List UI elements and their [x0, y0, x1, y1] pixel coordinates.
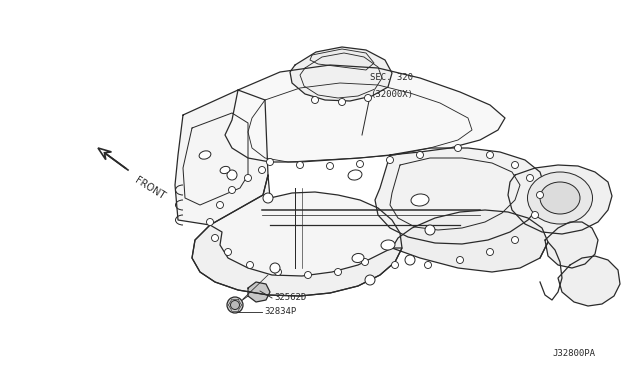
Circle shape — [365, 94, 371, 102]
Circle shape — [263, 193, 273, 203]
Text: J32800PA: J32800PA — [552, 349, 595, 358]
Circle shape — [362, 259, 369, 266]
Circle shape — [365, 275, 375, 285]
Circle shape — [207, 218, 214, 225]
Circle shape — [227, 297, 243, 313]
Circle shape — [244, 174, 252, 182]
Circle shape — [392, 262, 399, 269]
Circle shape — [275, 269, 282, 276]
Polygon shape — [98, 148, 111, 160]
Ellipse shape — [199, 151, 211, 159]
Circle shape — [527, 174, 534, 182]
Polygon shape — [192, 225, 402, 296]
Circle shape — [425, 225, 435, 235]
Circle shape — [486, 248, 493, 256]
Text: (32000X): (32000X) — [370, 90, 413, 99]
Polygon shape — [375, 148, 545, 244]
Circle shape — [216, 202, 223, 208]
Polygon shape — [225, 65, 505, 162]
Circle shape — [305, 272, 312, 279]
Polygon shape — [248, 282, 270, 302]
Ellipse shape — [411, 194, 429, 206]
Circle shape — [387, 157, 394, 164]
Ellipse shape — [540, 182, 580, 214]
Ellipse shape — [527, 172, 593, 224]
Circle shape — [511, 161, 518, 169]
Circle shape — [326, 163, 333, 170]
Polygon shape — [508, 165, 612, 234]
Circle shape — [424, 262, 431, 269]
Ellipse shape — [348, 170, 362, 180]
Circle shape — [228, 186, 236, 193]
Circle shape — [511, 237, 518, 244]
Polygon shape — [545, 222, 598, 268]
Circle shape — [246, 262, 253, 269]
Circle shape — [456, 257, 463, 263]
Ellipse shape — [352, 253, 364, 263]
Circle shape — [296, 161, 303, 169]
Polygon shape — [290, 47, 392, 101]
Circle shape — [536, 192, 543, 199]
Polygon shape — [392, 210, 548, 272]
Circle shape — [259, 167, 266, 173]
Circle shape — [227, 170, 237, 180]
Circle shape — [335, 269, 342, 276]
Circle shape — [225, 248, 232, 256]
Text: SEC. 320: SEC. 320 — [370, 73, 413, 82]
Polygon shape — [558, 256, 620, 306]
Ellipse shape — [220, 166, 230, 174]
Circle shape — [230, 301, 239, 310]
Circle shape — [211, 234, 218, 241]
Text: 32562D: 32562D — [274, 294, 307, 302]
Circle shape — [531, 212, 538, 218]
Text: FRONT: FRONT — [133, 175, 166, 201]
Circle shape — [266, 158, 273, 166]
Circle shape — [339, 99, 346, 106]
Circle shape — [454, 144, 461, 151]
Text: 32834P: 32834P — [264, 308, 296, 317]
Ellipse shape — [381, 240, 395, 250]
Circle shape — [405, 255, 415, 265]
Polygon shape — [310, 49, 374, 70]
Polygon shape — [192, 175, 402, 296]
Circle shape — [312, 96, 319, 103]
Circle shape — [486, 151, 493, 158]
Circle shape — [356, 160, 364, 167]
Circle shape — [270, 263, 280, 273]
Circle shape — [417, 151, 424, 158]
Polygon shape — [175, 90, 268, 225]
